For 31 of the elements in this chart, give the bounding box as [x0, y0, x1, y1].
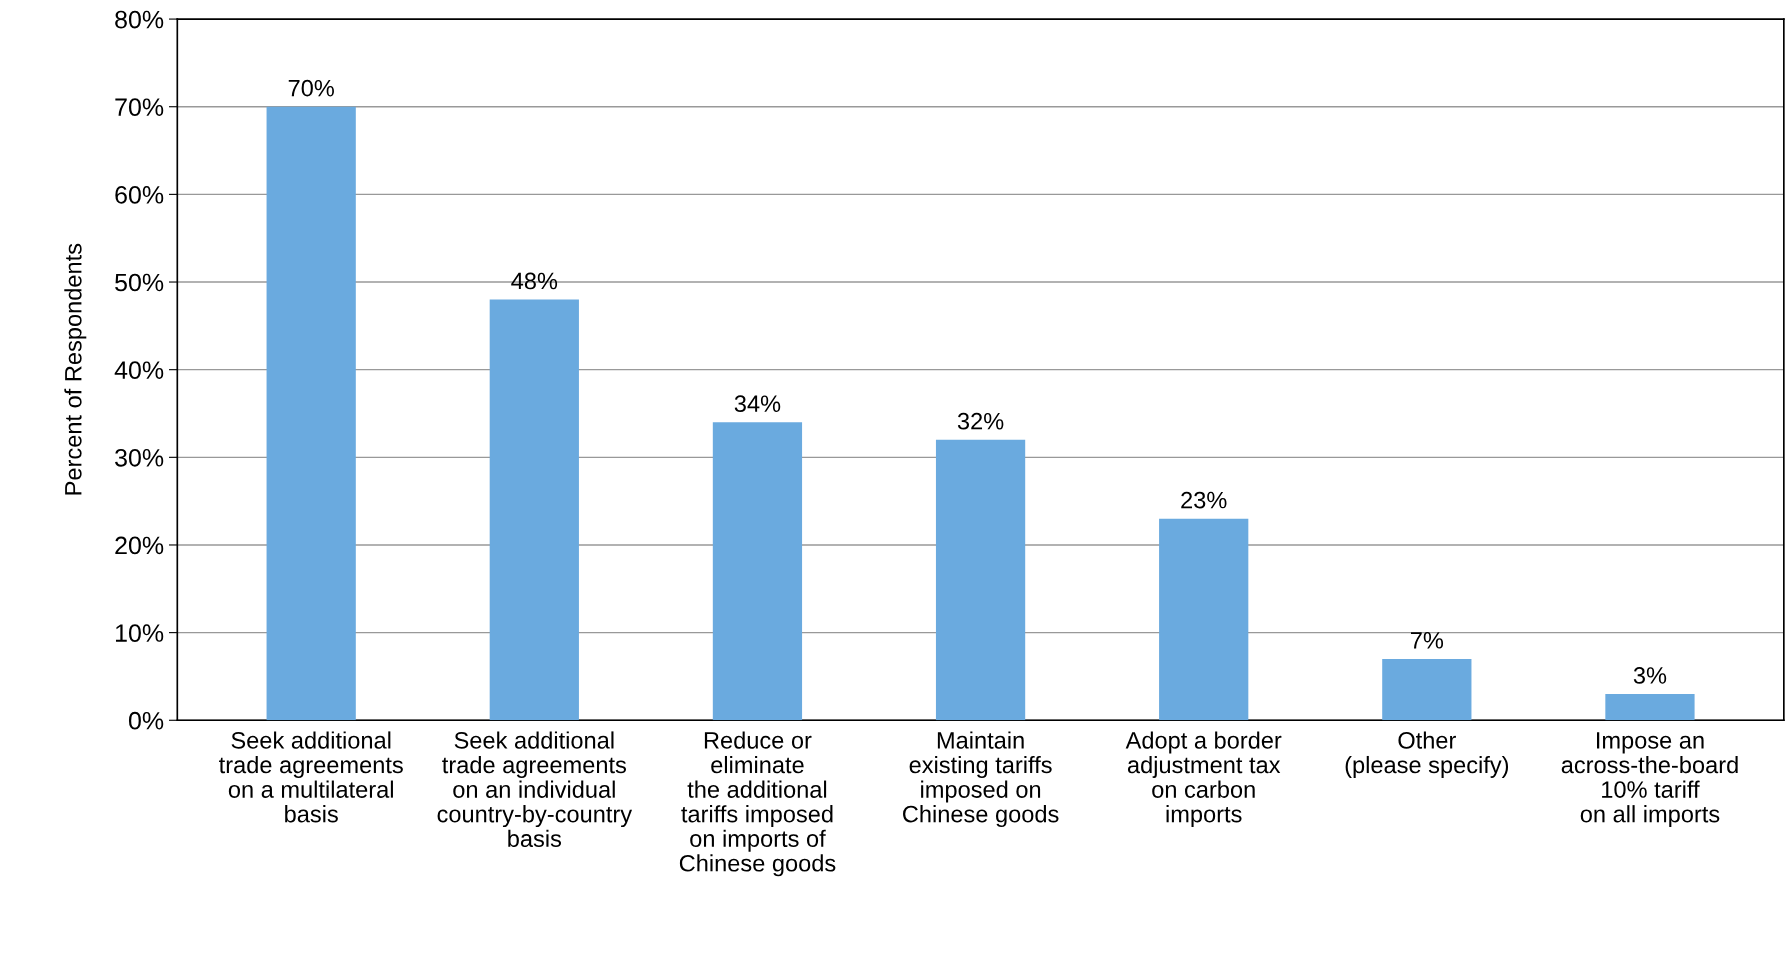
y-tick-label: 40%: [114, 361, 164, 379]
x-tick-label: Seek additional trade agreements on a multilateral basis: [219, 731, 403, 823]
y-axis-title: Percent of Respondents: [64, 243, 87, 495]
y-tick-label: 60%: [115, 185, 164, 204]
data-label: 70%: [288, 79, 334, 97]
data-label: 32%: [957, 412, 1004, 430]
data-label: 23%: [1181, 491, 1227, 509]
bar: [935, 439, 1026, 721]
y-tick-label: 0%: [128, 711, 164, 730]
x-tick-label: Adopt a border adjustment tax on carbon imports: [1125, 731, 1282, 828]
y-tick-label: 10%: [115, 624, 164, 642]
x-tick-label: Reduce or eliminate the additional tariffs imposed on imports of Chinese goods: [679, 731, 836, 877]
y-tick-label: 30%: [115, 448, 164, 467]
data-label: 7%: [1410, 632, 1444, 649]
bar: [489, 299, 579, 721]
bar: [266, 106, 356, 721]
data-label: 34%: [734, 395, 781, 413]
data-label: 48%: [511, 272, 558, 290]
bar: [1159, 518, 1249, 721]
x-tick-label: Maintain existing tariffs imposed on Chinese goods: [903, 731, 1059, 828]
y-tick-label: 20%: [115, 536, 164, 555]
x-tick-label: Impose an across-the-board 10% tariff on all imports: [1561, 732, 1738, 828]
y-tick-label: 70%: [115, 98, 164, 117]
bar: [712, 422, 803, 721]
x-tick-label: Seek additional trade agreements on an individual country-by-country basis: [437, 731, 633, 848]
x-tick-label: Other (please specify): [1345, 731, 1509, 778]
data-label: 3%: [1633, 667, 1667, 684]
y-tick-label: 80%: [115, 10, 164, 29]
y-tick-label: 50%: [115, 273, 164, 292]
bar: [1382, 658, 1472, 721]
bar: [1605, 693, 1695, 721]
